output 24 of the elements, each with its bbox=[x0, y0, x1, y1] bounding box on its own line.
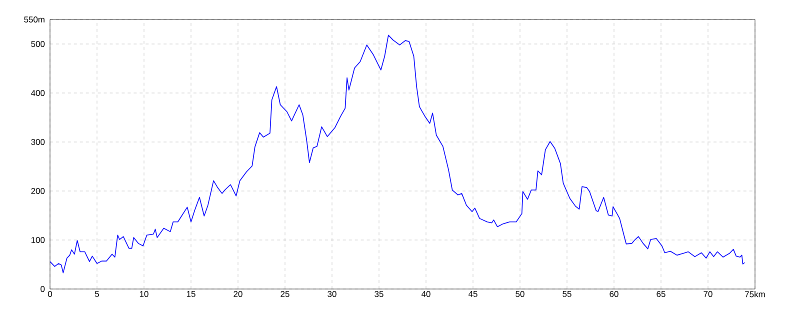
y-tick-label: 550m bbox=[24, 16, 44, 22]
x-tick-label: 50 bbox=[516, 291, 524, 298]
y-tick-label: 400 bbox=[31, 90, 45, 96]
line-series bbox=[50, 34, 746, 274]
x-tick-label: 15 bbox=[186, 291, 196, 297]
y-tick-label: 0 bbox=[40, 286, 45, 292]
x-tick-label: 75km bbox=[745, 291, 765, 298]
y-tick-label: 500 bbox=[31, 41, 45, 47]
x-tick-label: 40 bbox=[421, 291, 430, 298]
x-tick-label: 70 bbox=[704, 291, 712, 298]
x-tick-label: 65 bbox=[656, 291, 666, 298]
x-tick-label: 0 bbox=[48, 291, 52, 298]
x-tick-label: 55 bbox=[562, 291, 572, 297]
x-tick-label: 20 bbox=[234, 291, 242, 298]
x-tick-label: 60 bbox=[610, 291, 618, 298]
x-tick-label: 30 bbox=[328, 291, 336, 298]
y-tick-label: 100 bbox=[31, 237, 45, 243]
x-tick-label: 35 bbox=[374, 291, 384, 298]
x-tick-label: 45 bbox=[468, 291, 478, 297]
x-tick-label: 10 bbox=[140, 291, 148, 298]
y-tick-label: 300 bbox=[31, 139, 45, 145]
x-tick-label: 25 bbox=[280, 291, 290, 298]
x-tick-label: 5 bbox=[94, 291, 100, 297]
y-tick-label: 200 bbox=[31, 188, 45, 194]
